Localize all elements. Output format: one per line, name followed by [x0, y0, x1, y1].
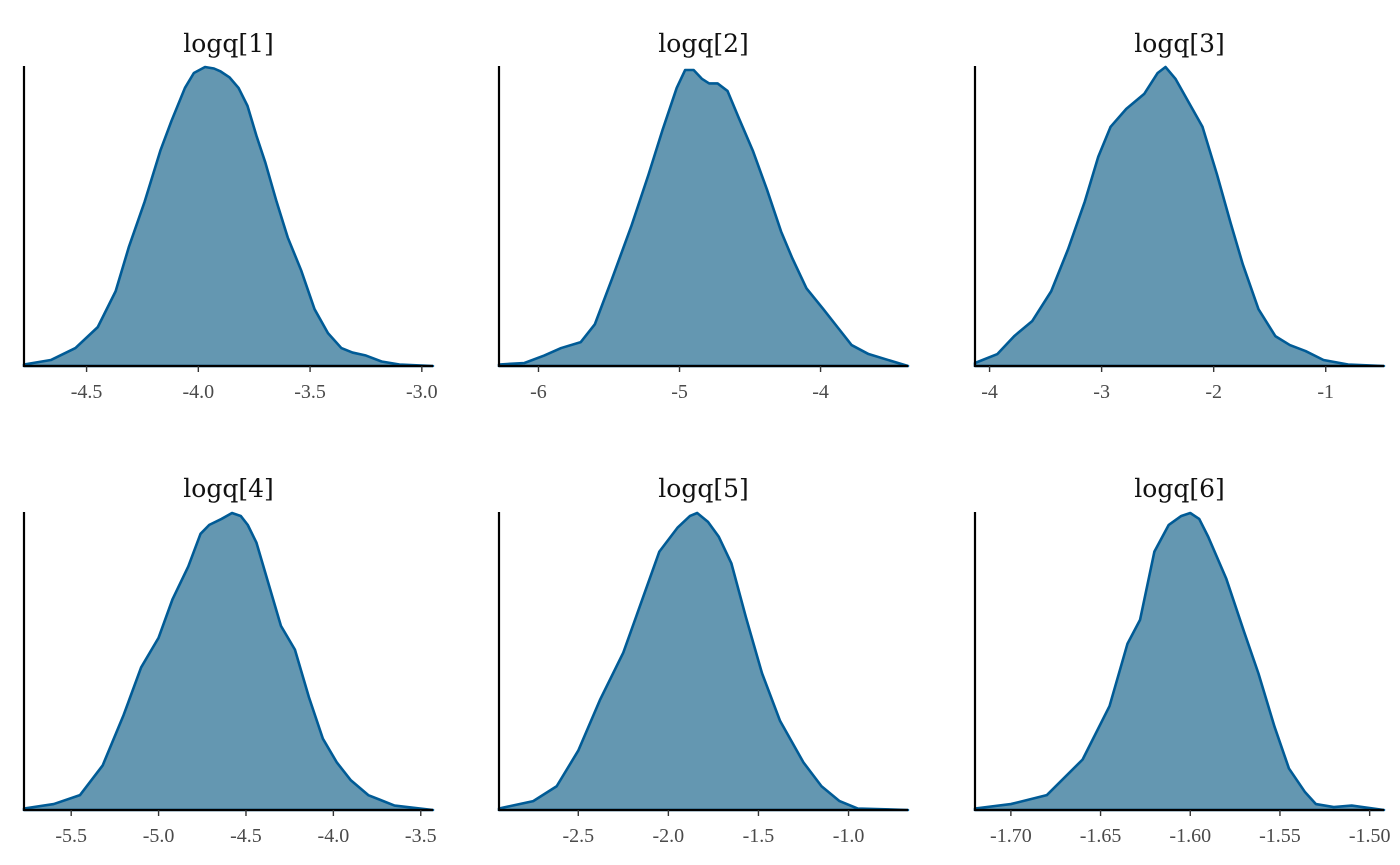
- x-tick-label: -4.0: [318, 825, 350, 847]
- panel-title: logq[4]: [183, 474, 273, 503]
- x-tick-label: -6: [530, 381, 547, 403]
- x-tick-label: -3.0: [406, 381, 438, 403]
- x-tick-label: -2: [1205, 381, 1222, 403]
- x-tick-label: -1.70: [990, 825, 1032, 847]
- x-tick-label: -4: [981, 381, 998, 403]
- density-area: [497, 511, 910, 812]
- x-tick-label: -4.5: [230, 825, 262, 847]
- x-tick-label: -5.0: [143, 825, 175, 847]
- x-tick-label: -1.55: [1259, 825, 1301, 847]
- x-tick-label: -5: [671, 381, 688, 403]
- x-tick-label: -5.5: [55, 825, 87, 847]
- density-panel-5: logq[5] -2.5 -2.0 -1.5 -1.0: [497, 474, 910, 847]
- density-panel-2: logq[2] -6 -5 -4: [497, 29, 910, 403]
- x-tick-label: -1.65: [1080, 825, 1122, 847]
- panel-title: logq[2]: [658, 29, 748, 58]
- x-tick-label: -1.0: [833, 825, 865, 847]
- x-tick-label: -3: [1093, 381, 1110, 403]
- x-tick-label: -1: [1317, 381, 1334, 403]
- x-tick-label: -4.5: [71, 381, 103, 403]
- panel-title: logq[5]: [658, 474, 748, 503]
- density-area: [497, 68, 910, 368]
- x-tick-label: -2.5: [562, 825, 594, 847]
- panel-title: logq[1]: [183, 29, 273, 58]
- density-panel-6: logq[6] -1.70 -1.65 -1.60 -1.55 -1.50: [973, 474, 1391, 847]
- x-tick-label: -2.0: [653, 825, 685, 847]
- x-tick-label: -1.60: [1169, 825, 1211, 847]
- panel-title: logq[6]: [1134, 474, 1224, 503]
- x-tick-label: -3.5: [405, 825, 437, 847]
- x-tick-label: -4: [812, 381, 829, 403]
- x-tick-label: -1.5: [743, 825, 775, 847]
- x-tick-label: -3.5: [294, 381, 326, 403]
- density-area: [973, 65, 1386, 368]
- density-area: [22, 65, 435, 368]
- density-area: [22, 511, 435, 812]
- density-panel-3: logq[3] -4 -3 -2 -1: [973, 29, 1386, 403]
- panel-title: logq[3]: [1134, 29, 1224, 58]
- x-tick-label: -1.50: [1349, 825, 1391, 847]
- density-area: [973, 511, 1386, 812]
- density-panel-1: logq[1] -4.5 -4.0 -3.5 -3.0: [22, 29, 438, 403]
- x-tick-label: -4.0: [182, 381, 214, 403]
- density-panel-4: logq[4] -5.5 -5.0 -4.5 -4.0 -3.5: [22, 474, 437, 847]
